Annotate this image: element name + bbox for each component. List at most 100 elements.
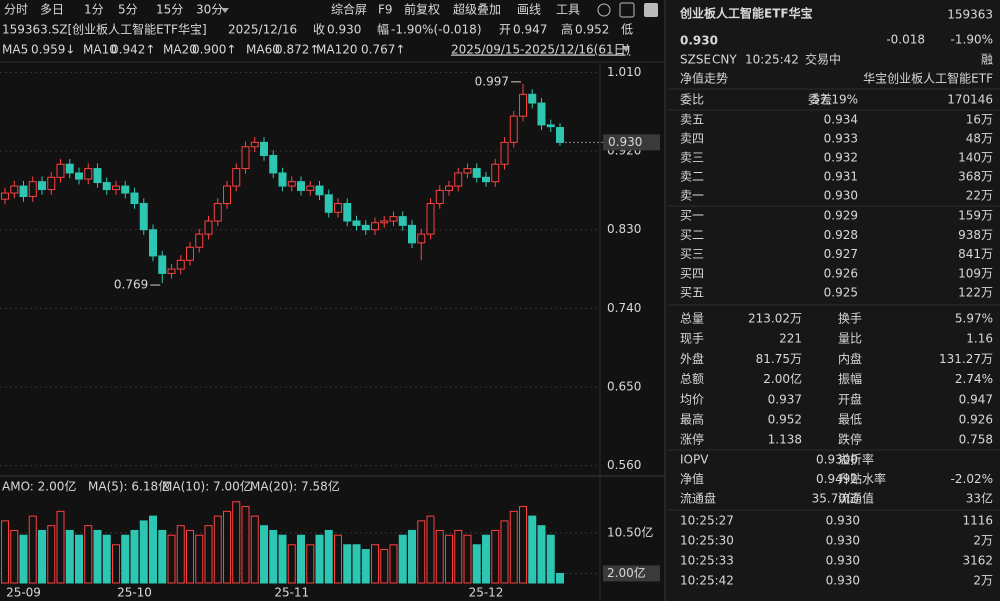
dropdown[interactable] bbox=[622, 46, 630, 52]
volume-bar bbox=[324, 529, 333, 584]
toolbar-item[interactable]: 工具 bbox=[556, 3, 580, 17]
info-close: 0.930 bbox=[327, 23, 361, 37]
stock-name: 创业板人工智能ETF华宝 bbox=[679, 6, 813, 21]
ma-label: MA5 bbox=[2, 43, 28, 57]
panel-cell: 0.9300 bbox=[816, 453, 858, 467]
toolbar-item[interactable]: 多日 bbox=[40, 3, 64, 17]
ma-value: 0.872↑ bbox=[275, 43, 319, 57]
volume-header: MA(10): 7.00亿 bbox=[162, 479, 252, 494]
candle-body bbox=[56, 163, 65, 178]
volume-bar bbox=[509, 510, 518, 584]
candle-body bbox=[445, 185, 453, 191]
candle-body bbox=[389, 216, 398, 222]
panel-cell: 0.934 bbox=[824, 113, 858, 127]
candle-body bbox=[241, 146, 250, 170]
candle-body bbox=[149, 229, 157, 257]
volume-bar bbox=[556, 572, 564, 584]
panel-cell: 0.926 bbox=[959, 413, 993, 427]
panel-cell: 1116 bbox=[962, 514, 993, 528]
panel-cell: 0.930 bbox=[826, 554, 860, 568]
info-open: 0.947 bbox=[513, 23, 547, 37]
toolbar-item[interactable]: 分时 bbox=[4, 3, 28, 17]
panel-cell: 总量 bbox=[680, 312, 704, 326]
volume-bar bbox=[102, 534, 111, 584]
volume-bar bbox=[158, 529, 167, 584]
panel-cell: 16万 bbox=[966, 113, 993, 127]
panel-cell: 买五 bbox=[680, 286, 704, 300]
last-price-label: 0.930 bbox=[608, 135, 642, 149]
volume-bar bbox=[315, 534, 324, 584]
volume-bar bbox=[56, 510, 65, 584]
meta-badge: 融 bbox=[981, 53, 993, 67]
panel-cell: 均价 bbox=[680, 392, 704, 406]
change: -0.018 bbox=[886, 33, 925, 47]
panel-cell: 现手 bbox=[680, 332, 704, 346]
volume-bar bbox=[343, 544, 352, 584]
panel-cell: 109万 bbox=[958, 266, 993, 280]
icon-wp[interactable] bbox=[644, 3, 658, 17]
toolbar-item[interactable]: 1分 bbox=[84, 3, 104, 17]
volume-bar bbox=[537, 525, 546, 584]
dropdown[interactable] bbox=[221, 8, 229, 13]
volume-bar bbox=[260, 525, 268, 584]
candle-body bbox=[398, 216, 407, 226]
toolbar-item[interactable]: 15分 bbox=[156, 3, 183, 17]
panel-cell: 131.27万 bbox=[939, 352, 993, 366]
candle-body bbox=[38, 181, 46, 191]
panel-cell: 0.928 bbox=[824, 228, 858, 242]
candle-body bbox=[500, 141, 509, 165]
panel-cell: 0.930 bbox=[826, 514, 860, 528]
period: 2025/09/15-2025/12/16(61日) bbox=[451, 43, 630, 57]
toolbar-item[interactable]: 画线 bbox=[517, 3, 541, 17]
nav-label[interactable]: 净值走势 bbox=[680, 71, 728, 86]
toolbar-item[interactable]: 30分 bbox=[196, 3, 223, 17]
volume-bar bbox=[139, 520, 148, 584]
panel-cell: 0.927 bbox=[824, 247, 858, 261]
panel-cell: 换手 bbox=[838, 312, 862, 326]
icon-favorite[interactable] bbox=[597, 3, 611, 17]
volume-bar bbox=[297, 534, 305, 584]
panel-cell: 0.9492 bbox=[816, 472, 858, 486]
candle-body bbox=[93, 168, 102, 184]
panel-cell: 买三 bbox=[680, 247, 704, 261]
stock-code: 159363 bbox=[947, 8, 993, 22]
panel-cell: 外盘 bbox=[680, 351, 704, 366]
toolbar-item[interactable]: 超级叠加 bbox=[453, 2, 501, 17]
panel-cell: 委差 bbox=[808, 93, 832, 107]
candle-body bbox=[130, 192, 139, 205]
panel-cell: 10:25:33 bbox=[680, 554, 734, 568]
panel-cell: 升贴水率 bbox=[838, 471, 886, 486]
volume-bar bbox=[204, 525, 213, 584]
candle-body bbox=[65, 163, 74, 174]
candle-body bbox=[195, 233, 204, 248]
toolbar-item[interactable]: F9 bbox=[378, 3, 393, 17]
ma-label: MA20 bbox=[163, 43, 197, 57]
panel-cell: 1.138 bbox=[768, 433, 802, 447]
toolbar-item[interactable]: 前复权 bbox=[404, 2, 440, 17]
panel-cell: 买四 bbox=[680, 266, 704, 280]
volume-bar bbox=[38, 529, 46, 584]
candle-body bbox=[417, 233, 426, 244]
candle-body bbox=[509, 115, 518, 143]
volume-bar bbox=[445, 534, 453, 584]
panel-cell: 0.926 bbox=[824, 266, 858, 280]
ma-value: 0.959↓ bbox=[31, 43, 75, 57]
candle-body bbox=[463, 168, 472, 174]
volume-bar bbox=[19, 534, 28, 584]
volume-bar bbox=[130, 529, 139, 584]
y-tick-label: 0.740 bbox=[607, 301, 641, 315]
volume-bar bbox=[287, 544, 296, 584]
meta-exchange: SZSE bbox=[680, 53, 711, 67]
toolbar-item[interactable]: 5分 bbox=[118, 3, 138, 17]
volume-bar bbox=[47, 525, 56, 584]
volume-bar bbox=[232, 501, 241, 584]
volume-bar bbox=[426, 515, 435, 584]
icon-add[interactable] bbox=[619, 2, 635, 18]
volume-bar bbox=[306, 544, 315, 584]
candle-body bbox=[352, 220, 361, 226]
volume-bar bbox=[269, 529, 278, 584]
toolbar-item[interactable]: 综合屏 bbox=[331, 2, 367, 17]
volume-bar bbox=[389, 544, 398, 584]
candle-body bbox=[491, 163, 500, 183]
panel-cell: IOPV bbox=[680, 453, 709, 467]
